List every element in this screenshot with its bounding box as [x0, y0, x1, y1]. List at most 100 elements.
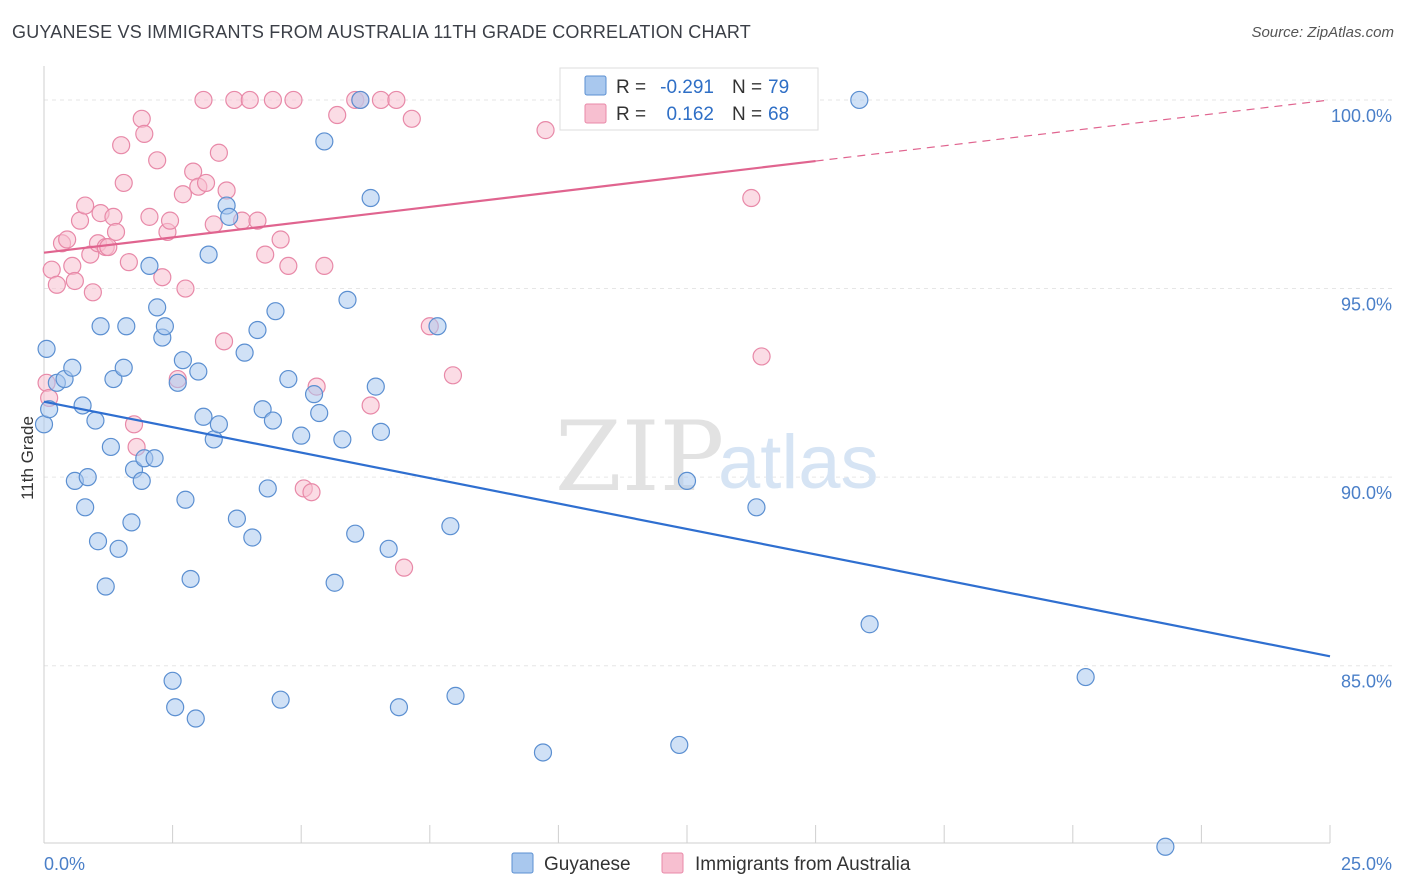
australia-point: [443, 366, 463, 385]
australia-point: [153, 268, 172, 287]
australia-point: [132, 109, 151, 128]
guyanese-point: [860, 615, 879, 634]
guyanese-point: [253, 400, 272, 419]
x-tick-label-max: 25.0%: [1341, 854, 1392, 874]
australia-point: [240, 90, 259, 110]
guyanese-point: [346, 524, 365, 543]
y-tick-label-90: 90.0%: [1341, 483, 1392, 503]
guyanese-point: [194, 407, 213, 426]
australia-point: [99, 237, 118, 257]
australia-point: [394, 558, 414, 577]
australia-point: [361, 396, 380, 415]
y-tick-label-85: 85.0%: [1341, 672, 1392, 692]
australia-point: [148, 151, 167, 170]
legend: R = -0.291 N = 79 R = 0.162 N = 68: [559, 67, 819, 131]
guyanese-point: [850, 90, 869, 110]
legend-n-value-australia: 68: [768, 104, 789, 125]
australia-point: [248, 211, 267, 230]
australia-point: [173, 185, 192, 204]
australia-point: [284, 90, 303, 110]
guyanese-point: [446, 686, 465, 705]
guyanese-point: [310, 403, 329, 423]
guyanese-point: [243, 528, 262, 547]
y-axis-tick-labels: 85.0% 90.0% 95.0% 100.0%: [1331, 106, 1392, 692]
trend-lines: [43, 99, 1331, 658]
guyanese-point: [248, 320, 267, 340]
y-tick-label-100: 100.0%: [1331, 106, 1392, 126]
guyanese-point: [91, 317, 110, 336]
australia-point: [271, 230, 290, 249]
guyanese-point: [117, 317, 136, 336]
guyanese-point: [220, 207, 239, 226]
guyanese-point: [351, 90, 370, 110]
guyanese-point: [670, 735, 689, 755]
guyanese-point: [235, 343, 254, 362]
guyanese-point: [63, 358, 82, 377]
australia-point: [279, 256, 298, 276]
australia-point: [387, 90, 406, 110]
guyanese-point: [148, 298, 167, 317]
australia-point: [217, 181, 236, 200]
legend-r-value-australia: 0.162: [666, 104, 714, 125]
australia-point: [204, 215, 223, 234]
guyanese-point: [104, 369, 123, 389]
series-guyanese-points: [34, 90, 1175, 856]
australia-point: [371, 90, 391, 110]
bottom-legend-swatch-australia: [661, 852, 684, 874]
guyanese-point: [263, 411, 283, 430]
guyanese-point: [101, 437, 120, 457]
guyanese-point: [533, 743, 553, 762]
australia-point: [263, 90, 283, 110]
australia-point: [114, 173, 133, 193]
guyanese-point: [379, 539, 398, 558]
guyanese-point: [266, 302, 285, 321]
australia-point: [225, 90, 244, 110]
trend-line-guyanese: [43, 400, 1331, 658]
guyanese-point: [292, 426, 311, 445]
australia-point: [140, 207, 159, 226]
guyanese-point: [315, 132, 334, 151]
guyanese-point: [227, 509, 246, 528]
guyanese-point: [389, 698, 409, 717]
guyanese-point: [122, 513, 141, 532]
guyanese-point: [186, 709, 205, 728]
guyanese-point: [109, 539, 128, 558]
guyanese-point: [86, 411, 105, 430]
guyanese-point: [96, 577, 115, 596]
guyanese-point: [1156, 837, 1175, 856]
guyanese-point: [189, 362, 208, 381]
x-axis-ticks: [43, 825, 1331, 843]
watermark-zip: ZIP: [555, 401, 724, 513]
legend-r-label-guyanese: R =: [616, 77, 646, 98]
australia-point: [104, 207, 123, 226]
guyanese-point: [441, 517, 460, 536]
guyanese-point: [34, 415, 54, 434]
guyanese-point: [168, 373, 187, 392]
guyanese-point: [145, 449, 164, 468]
legend-swatch-australia: [584, 103, 607, 124]
bottom-legend-label-guyanese: Guyanese: [544, 854, 631, 875]
legend-swatch-guyanese: [584, 75, 607, 96]
guyanese-point: [1076, 667, 1095, 687]
chart-title: GUYANESE VS IMMIGRANTS FROM AUSTRALIA 11…: [12, 22, 751, 42]
gridlines: [44, 99, 1392, 667]
australia-point: [176, 279, 195, 298]
australia-point: [106, 222, 126, 242]
australia-point: [328, 105, 347, 125]
guyanese-point: [88, 532, 108, 551]
australia-point: [112, 136, 131, 155]
guyanese-point: [173, 351, 192, 370]
australia-point: [47, 275, 66, 294]
legend-n-label-australia: N =: [732, 104, 762, 125]
y-tick-label-95: 95.0%: [1341, 295, 1392, 315]
guyanese-point: [209, 415, 228, 434]
guyanese-point: [199, 245, 218, 264]
australia-point: [752, 347, 771, 366]
watermark: ZIP atlas: [555, 401, 879, 513]
watermark-atlas: atlas: [718, 420, 879, 505]
guyanese-point: [325, 573, 344, 592]
guyanese-point: [114, 358, 133, 377]
guyanese-point: [166, 698, 185, 717]
australia-point: [402, 109, 421, 128]
